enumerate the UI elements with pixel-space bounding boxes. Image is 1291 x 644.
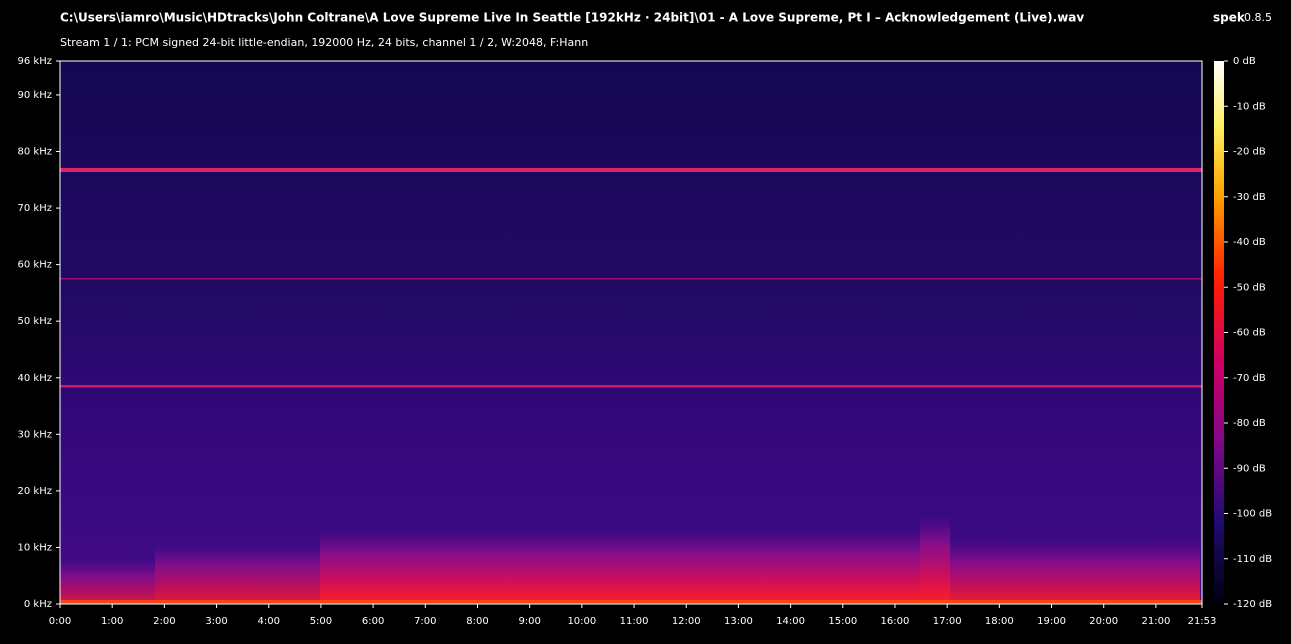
color-tick-label: -120 dB (1233, 599, 1272, 610)
x-tick-label: 9:00 (518, 616, 540, 627)
x-tick-label: 6:00 (362, 616, 384, 627)
tone-band (60, 278, 1202, 280)
color-tick-label: -80 dB (1233, 418, 1266, 429)
dc-band (60, 600, 1202, 604)
tone-band (60, 385, 1202, 388)
y-tick-label: 20 kHz (18, 486, 52, 497)
color-tick-label: -50 dB (1233, 282, 1266, 293)
x-tick-label: 11:00 (620, 616, 649, 627)
x-tick-label: 20:00 (1089, 616, 1118, 627)
stream-info: Stream 1 / 1: PCM signed 24-bit little-e… (60, 36, 588, 49)
color-tick-label: -60 dB (1233, 328, 1266, 339)
x-tick-label: 1:00 (101, 616, 123, 627)
y-tick-label: 96 kHz (18, 56, 52, 67)
file-path: C:\Users\iamro\Music\HDtracks\John Coltr… (60, 11, 1084, 25)
color-tick-label: -110 dB (1233, 554, 1272, 565)
y-tick-label: 30 kHz (18, 429, 52, 440)
x-tick-label: 7:00 (414, 616, 436, 627)
color-tick-label: -40 dB (1233, 237, 1266, 248)
x-tick-label: 12:00 (672, 616, 701, 627)
color-tick-label: -100 dB (1233, 509, 1272, 520)
app-version: 0.8.5 (1244, 11, 1272, 24)
low-energy (320, 530, 920, 604)
color-tick-label: -70 dB (1233, 373, 1266, 384)
low-energy (155, 545, 320, 604)
app-name: spek (1213, 11, 1246, 25)
x-tick-label: 0:00 (49, 616, 71, 627)
x-tick-label: 13:00 (724, 616, 753, 627)
y-tick-label: 40 kHz (18, 373, 52, 384)
low-energy (60, 560, 155, 604)
y-tick-label: 0 kHz (24, 599, 52, 610)
axes: 0 kHz 10 kHz 20 kHz 30 kHz 40 kHz 50 kHz 60 kH… (18, 56, 1273, 627)
y-tick-label: 80 kHz (18, 147, 52, 158)
y-tick-label: 70 kHz (18, 203, 52, 214)
x-tick-label: 18:00 (985, 616, 1014, 627)
x-tick-label: 16:00 (881, 616, 910, 627)
color-bar (1214, 61, 1224, 604)
color-tick-label: -10 dB (1233, 101, 1266, 112)
color-tick-label: -30 dB (1233, 192, 1266, 203)
x-tick-label: 5:00 (310, 616, 332, 627)
y-tick-label: 50 kHz (18, 316, 52, 327)
y-tick-label: 60 kHz (18, 260, 52, 271)
x-tick-label: 10:00 (567, 616, 596, 627)
x-tick-label: 3:00 (205, 616, 227, 627)
x-tick-label: 8:00 (466, 616, 488, 627)
y-tick-label: 90 kHz (18, 90, 52, 101)
spectrogram (59, 60, 1203, 605)
color-tick-label: -20 dB (1233, 147, 1266, 158)
x-tick-label: 21:00 (1141, 616, 1170, 627)
tone-band (60, 168, 1202, 172)
y-tick-label: 10 kHz (18, 542, 52, 553)
color-tick-label: 0 dB (1233, 56, 1256, 67)
low-energy (920, 515, 950, 604)
x-tick-label: 19:00 (1037, 616, 1066, 627)
low-energy (950, 540, 1200, 604)
x-tick-label: 17:00 (933, 616, 962, 627)
x-tick-label: 4:00 (258, 616, 280, 627)
plot-frame (59, 60, 1203, 605)
spectrogram-background (60, 61, 1202, 604)
color-tick-label: -90 dB (1233, 463, 1266, 474)
x-tick-label: 2:00 (153, 616, 175, 627)
x-tick-label: 21:53 (1188, 616, 1217, 627)
x-tick-label: 14:00 (776, 616, 805, 627)
x-tick-label: 15:00 (828, 616, 857, 627)
